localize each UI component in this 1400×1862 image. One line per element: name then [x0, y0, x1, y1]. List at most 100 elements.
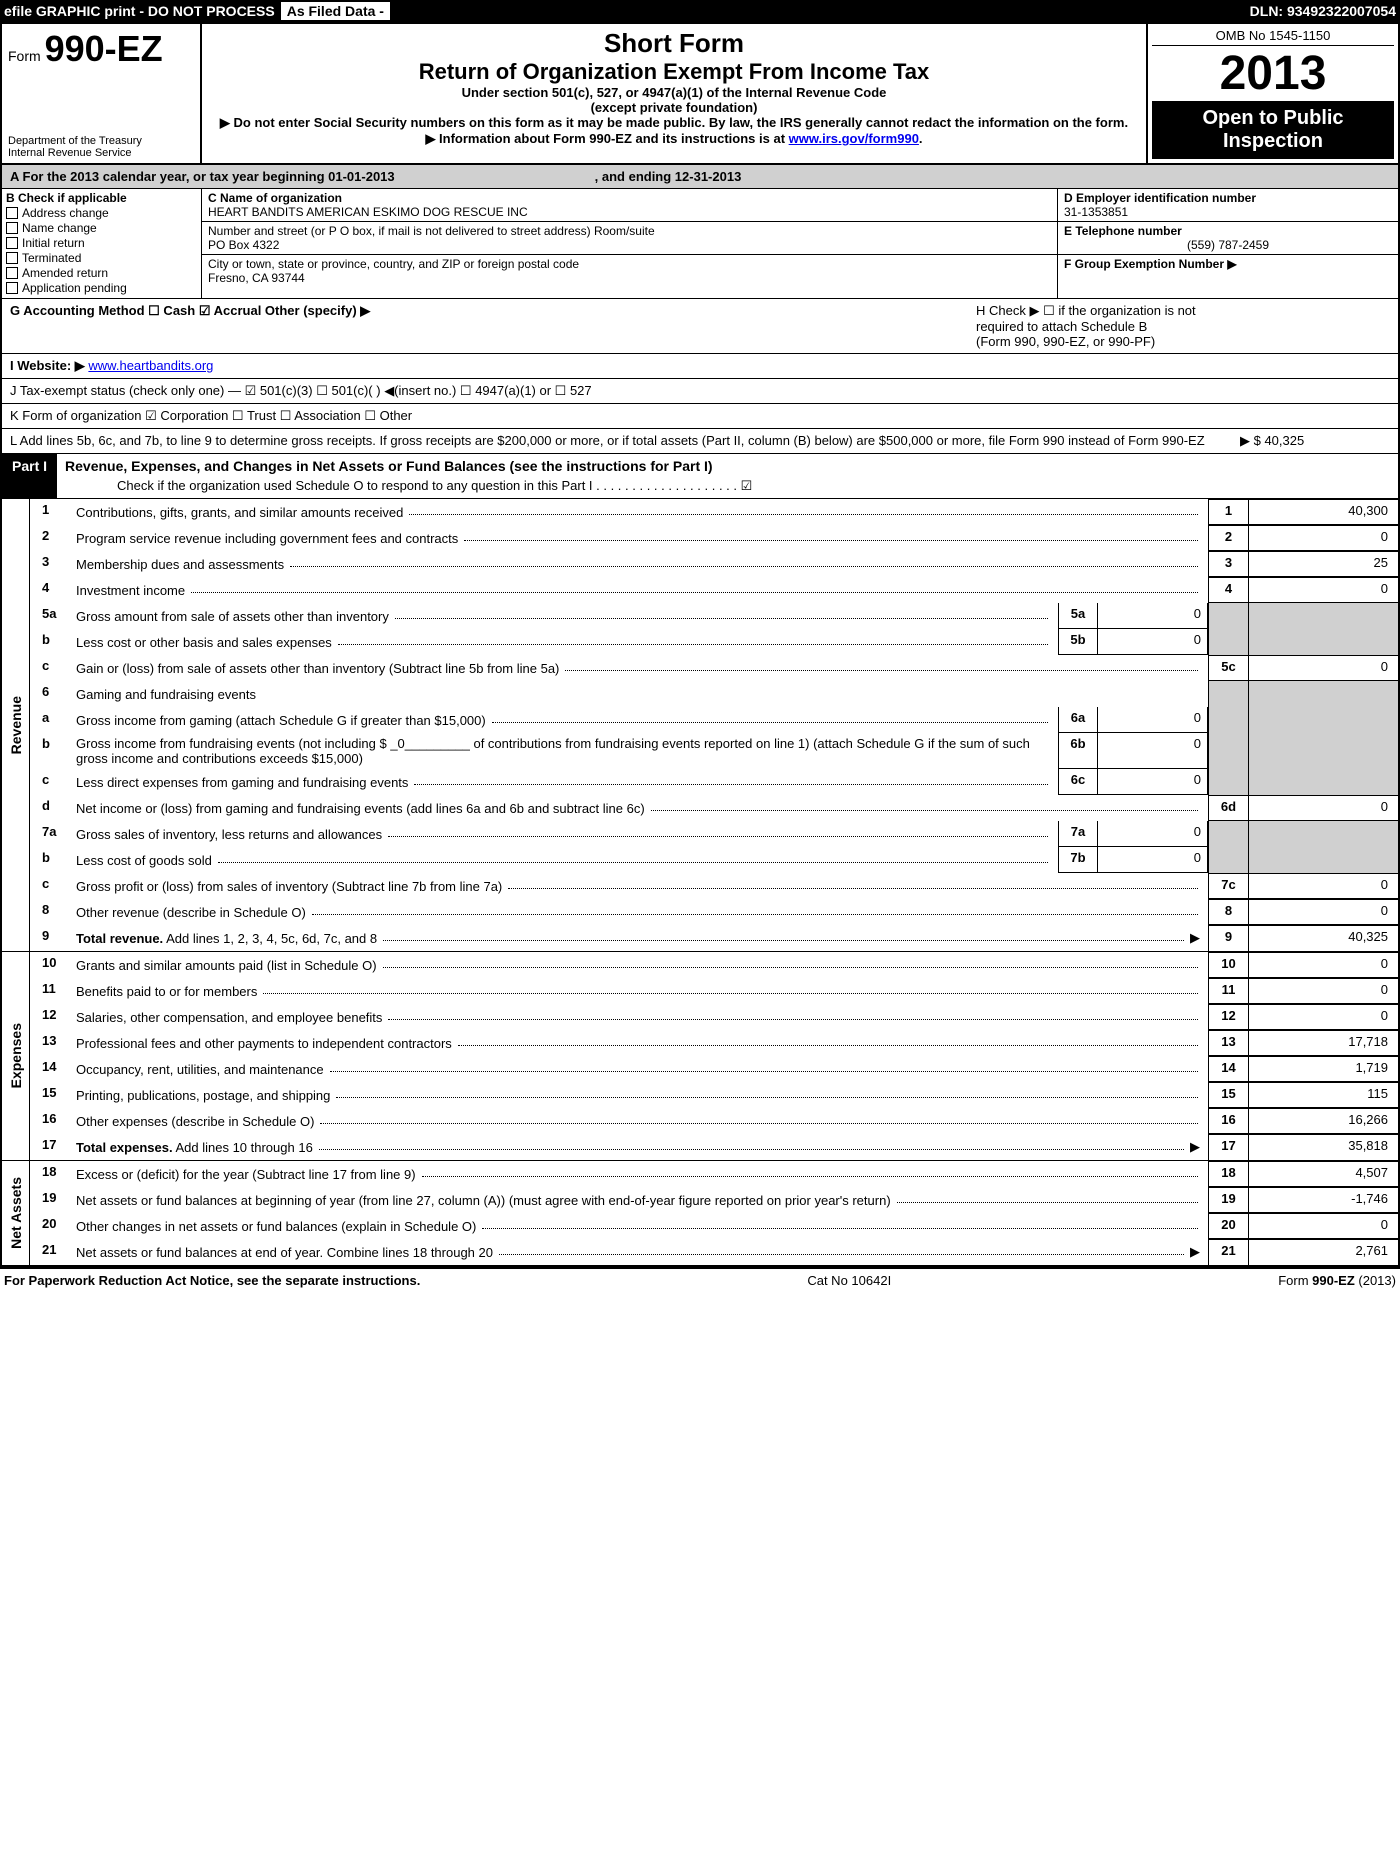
info-prefix: ▶ Information about Form 990-EZ and its …: [425, 131, 788, 146]
section-bcdef: B Check if applicable Address changeName…: [2, 189, 1398, 299]
dln-label: DLN: 93492322007054: [1250, 3, 1396, 19]
line-l: L Add lines 5b, 6c, and 7b, to line 9 to…: [2, 429, 1398, 454]
line-c: cGross profit or (loss) from sales of in…: [30, 873, 1398, 899]
group-exemption: F Group Exemption Number ▶: [1064, 257, 1392, 271]
omb-number: OMB No 1545-1150: [1152, 28, 1394, 46]
line-l-text: L Add lines 5b, 6c, and 7b, to line 9 to…: [10, 433, 1240, 449]
ein-value: 31-1353851: [1064, 205, 1392, 219]
open-public-1: Open to Public: [1154, 107, 1392, 130]
return-title: Return of Organization Exempt From Incom…: [210, 59, 1138, 85]
line-b: bLess cost or other basis and sales expe…: [30, 629, 1398, 655]
row-a: A For the 2013 calendar year, or tax yea…: [2, 165, 1398, 189]
irs-link[interactable]: www.irs.gov/form990: [789, 131, 919, 146]
website-link[interactable]: www.heartbandits.org: [88, 358, 213, 373]
checkbox-application-pending[interactable]: Application pending: [6, 281, 197, 295]
website-label: I Website: ▶: [10, 358, 85, 373]
line-g-accounting: G Accounting Method ☐ Cash ☑ Accrual Oth…: [10, 303, 960, 319]
line-15: 15Printing, publications, postage, and s…: [30, 1082, 1398, 1108]
form-990ez: 990-EZ: [45, 28, 163, 69]
line-17: 17Total expenses. Add lines 10 through 1…: [30, 1134, 1398, 1160]
form-footer: For Paperwork Reduction Act Notice, see …: [0, 1269, 1400, 1292]
line-10: 10Grants and similar amounts paid (list …: [30, 952, 1398, 978]
netassets-vlabel: Net Assets: [2, 1161, 30, 1265]
info-line: ▶ Information about Form 990-EZ and its …: [210, 131, 1138, 147]
line-16: 16Other expenses (describe in Schedule O…: [30, 1108, 1398, 1134]
line-a: aGross income from gaming (attach Schedu…: [30, 707, 1398, 733]
tax-year-begin: A For the 2013 calendar year, or tax yea…: [10, 169, 395, 184]
part-1-label: Part I: [2, 454, 57, 498]
city-value: Fresno, CA 93744: [208, 271, 1051, 285]
line-3: 3Membership dues and assessments325: [30, 551, 1398, 577]
line-l-value: ▶ $ 40,325: [1240, 433, 1390, 449]
line-h-1: H Check ▶ ☐ if the organization is not: [976, 303, 1390, 319]
form-frame: Form 990-EZ Department of the Treasury I…: [0, 22, 1400, 1269]
line-18: 18Excess or (deficit) for the year (Subt…: [30, 1161, 1398, 1187]
city-label: City or town, state or province, country…: [208, 257, 1051, 271]
part-1-header: Part I Revenue, Expenses, and Changes in…: [2, 454, 1398, 499]
line-21: 21Net assets or fund balances at end of …: [30, 1239, 1398, 1265]
line-4: 4Investment income40: [30, 577, 1398, 603]
line-12: 12Salaries, other compensation, and empl…: [30, 1004, 1398, 1030]
tel-label: E Telephone number: [1064, 224, 1392, 238]
line-c: cGain or (loss) from sale of assets othe…: [30, 655, 1398, 681]
form-header: Form 990-EZ Department of the Treasury I…: [2, 24, 1398, 165]
line-b: bGross income from fundraising events (n…: [30, 733, 1398, 769]
except-subtitle: (except private foundation): [210, 100, 1138, 115]
ein-label: D Employer identification number: [1064, 191, 1392, 205]
ssn-warning: ▶ Do not enter Social Security numbers o…: [210, 115, 1138, 131]
tel-value: (559) 787-2459: [1064, 238, 1392, 252]
checkbox-name-change[interactable]: Name change: [6, 221, 197, 235]
form-number: Form 990-EZ: [8, 28, 194, 70]
line-8: 8Other revenue (describe in Schedule O)8…: [30, 899, 1398, 925]
street-label: Number and street (or P O box, if mail i…: [208, 224, 1051, 238]
line-14: 14Occupancy, rent, utilities, and mainte…: [30, 1056, 1398, 1082]
line-9: 9Total revenue. Add lines 1, 2, 3, 4, 5c…: [30, 925, 1398, 951]
line-19: 19Net assets or fund balances at beginni…: [30, 1187, 1398, 1213]
line-2: 2Program service revenue including gover…: [30, 525, 1398, 551]
line-k-org: K Form of organization ☑ Corporation ☐ T…: [2, 404, 1398, 429]
org-name-label: C Name of organization: [208, 191, 1051, 205]
open-public-2: Inspection: [1154, 130, 1392, 153]
line-j-status: J Tax-exempt status (check only one) — ☑…: [2, 379, 1398, 404]
expenses-vlabel: Expenses: [2, 952, 30, 1160]
dept-irs: Internal Revenue Service: [8, 147, 194, 159]
section-subtitle: Under section 501(c), 527, or 4947(a)(1)…: [210, 85, 1138, 100]
revenue-vlabel: Revenue: [2, 499, 30, 951]
street-value: PO Box 4322: [208, 238, 1051, 252]
line-c: cLess direct expenses from gaming and fu…: [30, 769, 1398, 795]
paperwork-notice: For Paperwork Reduction Act Notice, see …: [4, 1273, 420, 1288]
org-name: HEART BANDITS AMERICAN ESKIMO DOG RESCUE…: [208, 205, 1051, 219]
form-prefix: Form: [8, 48, 41, 64]
checkbox-address-change[interactable]: Address change: [6, 206, 197, 220]
line-i: I Website: ▶ www.heartbandits.org: [2, 354, 1398, 379]
part-1-sub: Check if the organization used Schedule …: [57, 478, 1398, 498]
checkbox-amended-return[interactable]: Amended return: [6, 266, 197, 280]
col-def: D Employer identification number 31-1353…: [1058, 189, 1398, 298]
asfiled-label: As Filed Data -: [281, 2, 390, 20]
line-b: bLess cost of goods sold7b0: [30, 847, 1398, 873]
line-6: 6Gaming and fundraising events: [30, 681, 1398, 707]
line-11: 11Benefits paid to or for members110: [30, 978, 1398, 1004]
line-1: 1Contributions, gifts, grants, and simil…: [30, 499, 1398, 525]
line-d: dNet income or (loss) from gaming and fu…: [30, 795, 1398, 821]
tax-year: 2013: [1152, 46, 1394, 101]
part-1-title: Revenue, Expenses, and Changes in Net As…: [57, 454, 1398, 478]
line-7a: 7aGross sales of inventory, less returns…: [30, 821, 1398, 847]
top-bar: efile GRAPHIC print - DO NOT PROCESS As …: [0, 0, 1400, 22]
short-form-title: Short Form: [210, 28, 1138, 59]
checkbox-terminated[interactable]: Terminated: [6, 251, 197, 265]
dept-treasury: Department of the Treasury: [8, 135, 194, 147]
cat-number: Cat No 10642I: [807, 1273, 891, 1288]
line-h-2: required to attach Schedule B: [976, 319, 1390, 334]
line-h-3: (Form 990, 990-EZ, or 990-PF): [976, 334, 1390, 349]
efile-label: efile GRAPHIC print - DO NOT PROCESS: [4, 3, 275, 19]
col-b-title: B Check if applicable: [6, 191, 197, 205]
line-5a: 5aGross amount from sale of assets other…: [30, 603, 1398, 629]
checkbox-initial-return[interactable]: Initial return: [6, 236, 197, 250]
col-c: C Name of organization HEART BANDITS AME…: [202, 189, 1058, 298]
line-20: 20Other changes in net assets or fund ba…: [30, 1213, 1398, 1239]
tax-year-end: , and ending 12-31-2013: [595, 169, 742, 184]
col-b: B Check if applicable Address changeName…: [2, 189, 202, 298]
form-ref: Form 990-EZ (2013): [1278, 1273, 1396, 1288]
line-13: 13Professional fees and other payments t…: [30, 1030, 1398, 1056]
